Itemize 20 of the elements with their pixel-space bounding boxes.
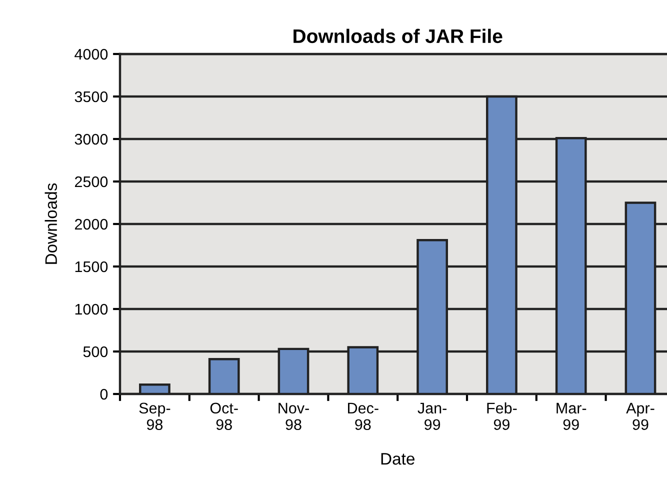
y-tick-label: 1500 xyxy=(75,261,108,272)
x-tick-label: Apr-99 xyxy=(626,402,654,430)
x-tick-label: Oct-98 xyxy=(210,402,238,430)
x-tick-label: Nov-98 xyxy=(278,402,309,430)
y-tick-label: 1000 xyxy=(75,304,108,315)
chart-title: Downloads of JAR File xyxy=(294,28,502,44)
y-tick-label: 0 xyxy=(100,388,108,400)
y-tick-label: 500 xyxy=(83,346,108,358)
y-tick-label: 3500 xyxy=(74,91,108,102)
y-axis-title: Downloads xyxy=(44,183,58,264)
x-tick-label: Mar-99 xyxy=(556,402,586,430)
y-tick-label: 4000 xyxy=(74,48,108,60)
x-tick-label: Feb-99 xyxy=(487,402,517,430)
x-tick-label: Sep-98 xyxy=(139,402,170,430)
x-axis-title: Date xyxy=(381,453,414,465)
x-tick-label: Jan-99 xyxy=(418,402,446,430)
y-tick-label: 3000 xyxy=(74,134,108,145)
y-tick-label: 2500 xyxy=(74,176,108,188)
y-tick-label: 2000 xyxy=(74,218,108,230)
x-tick-label: Dec-98 xyxy=(348,402,378,430)
